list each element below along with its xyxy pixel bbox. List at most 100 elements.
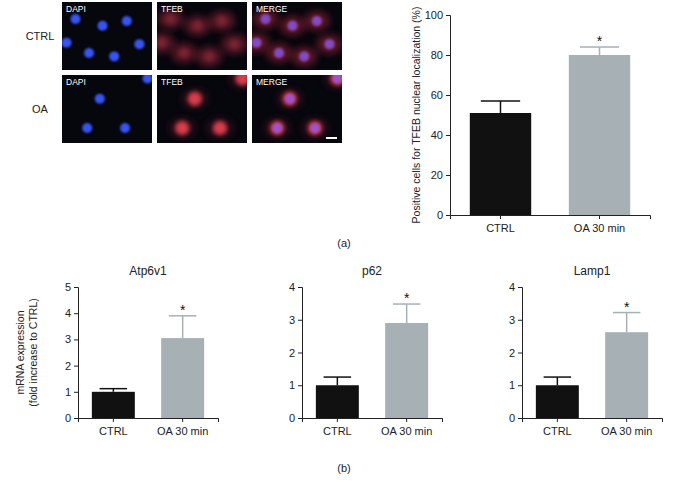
- y-tick-label: 4: [509, 281, 515, 293]
- x-tick-mark: [337, 418, 338, 422]
- error-bar-stem: [626, 313, 628, 333]
- tfeb-signal: [274, 48, 284, 58]
- row-label: OA: [32, 103, 49, 115]
- significance-marker: *: [404, 290, 410, 306]
- error-bar-stem: [182, 316, 184, 338]
- cell-body: [291, 46, 317, 66]
- nucleus: [143, 75, 153, 83]
- error-bar-cap: [544, 376, 572, 378]
- x-tick-label: CTRL: [323, 425, 352, 437]
- cell-body: [221, 34, 247, 54]
- channel-label: MERGE: [256, 77, 288, 87]
- x-tick-label: CTRL: [99, 425, 128, 437]
- error-bar: [481, 101, 520, 113]
- error-bar: [100, 389, 128, 392]
- cell-body: [302, 118, 328, 138]
- x-axis-line: [303, 419, 443, 423]
- y-tick-mark: [298, 287, 302, 288]
- y-tick-label: 20: [431, 169, 443, 181]
- nucleus: [134, 39, 144, 49]
- x-tick: OA 30 min: [157, 418, 208, 437]
- x-axis: CTRLOA 30 min: [523, 418, 663, 437]
- y-tick-label: 2: [65, 360, 71, 372]
- channel-label: TFEB: [161, 4, 183, 14]
- y-tick-mark: [74, 339, 78, 340]
- y-tick-mark: [298, 353, 302, 354]
- y-axis-title: Positive cells for TFEB nuclear localiza…: [410, 7, 422, 224]
- nucleus: [324, 39, 334, 49]
- tfeb-signal: [175, 121, 189, 135]
- error-bar: [169, 316, 197, 338]
- y-tick-label: 2: [509, 347, 515, 359]
- x-tick-mark: [113, 418, 114, 422]
- bar: [536, 385, 579, 418]
- cell-body: [266, 43, 292, 63]
- micrograph: [62, 75, 152, 143]
- channel-label: DAPI: [66, 4, 86, 14]
- x-tick: CTRL: [486, 215, 515, 234]
- y-tick-label: 3: [289, 314, 295, 326]
- y-tick: 1: [65, 386, 78, 398]
- nucleus: [62, 38, 72, 48]
- y-tick-mark: [74, 392, 78, 393]
- bar-chart: *020406080100CTRLOA 30 minPositive cells…: [410, 7, 651, 234]
- nucleus: [122, 16, 132, 26]
- error-bar-cap: [100, 388, 128, 390]
- y-tick: 3: [65, 333, 78, 345]
- y-axis: 0 1 2 3 4: [509, 281, 523, 424]
- y-tick-label: 0: [509, 412, 515, 424]
- cell-body: [207, 118, 233, 138]
- y-axis-line: [74, 288, 79, 419]
- tfeb-signal: [283, 92, 297, 106]
- y-tick-label: 40: [431, 129, 443, 141]
- x-tick-label: OA 30 min: [381, 425, 432, 437]
- y-axis: 012345: [65, 281, 79, 424]
- y-tick-label: 0: [437, 209, 443, 221]
- cell-body: [252, 33, 270, 53]
- bar: [470, 113, 531, 215]
- x-tick-label: CTRL: [543, 425, 572, 437]
- error-bar: [324, 377, 352, 385]
- y-tick: 2: [65, 360, 78, 372]
- tfeb-signal: [188, 92, 202, 106]
- tfeb-signal: [213, 121, 227, 135]
- bar-chart: *012345CTRLOA 30 minAtp6v1mRNA expressio…: [14, 264, 219, 437]
- x-tick-mark: [182, 418, 183, 422]
- cell-body: [209, 11, 235, 31]
- y-tick-mark: [446, 15, 450, 16]
- micrograph: [62, 2, 152, 70]
- x-tick: CTRL: [323, 418, 352, 437]
- tfeb-signal: [261, 14, 271, 24]
- error-bar: [544, 377, 572, 385]
- cell-body: [230, 75, 248, 88]
- y-tick-mark: [74, 287, 78, 288]
- micrograph: [157, 2, 247, 70]
- y-tick: 4: [289, 281, 302, 293]
- y-tick-mark: [74, 418, 78, 419]
- nucleus: [95, 94, 105, 104]
- cell-body: [169, 118, 195, 138]
- chart-title: p62: [362, 264, 382, 278]
- nucleus: [288, 21, 298, 31]
- x-tick: OA 30 min: [574, 215, 625, 234]
- x-tick: CTRL: [543, 418, 572, 437]
- x-axis: CTRL OA 30 min: [451, 215, 651, 234]
- y-tick-mark: [518, 287, 522, 288]
- y-tick-mark: [446, 135, 450, 136]
- y-tick-label: 4: [65, 307, 71, 319]
- nucleus: [82, 123, 92, 133]
- y-tick-label: 1: [509, 379, 515, 391]
- error-bar-cap: [324, 376, 352, 378]
- y-tick-mark: [518, 385, 522, 386]
- x-axis: CTRL OA 30 min: [303, 418, 443, 437]
- y-tick: 1: [509, 379, 522, 391]
- y-tick: 0: [509, 412, 522, 424]
- tfeb-signal: [312, 16, 322, 26]
- error-bar: [393, 304, 421, 323]
- y-tick-label: 3: [509, 314, 515, 326]
- nucleus: [98, 21, 108, 31]
- image-background: [62, 75, 152, 143]
- tfeb-signal: [166, 14, 176, 24]
- y-axis-title: mRNA expression: [14, 310, 26, 394]
- y-tick: 60: [431, 89, 450, 101]
